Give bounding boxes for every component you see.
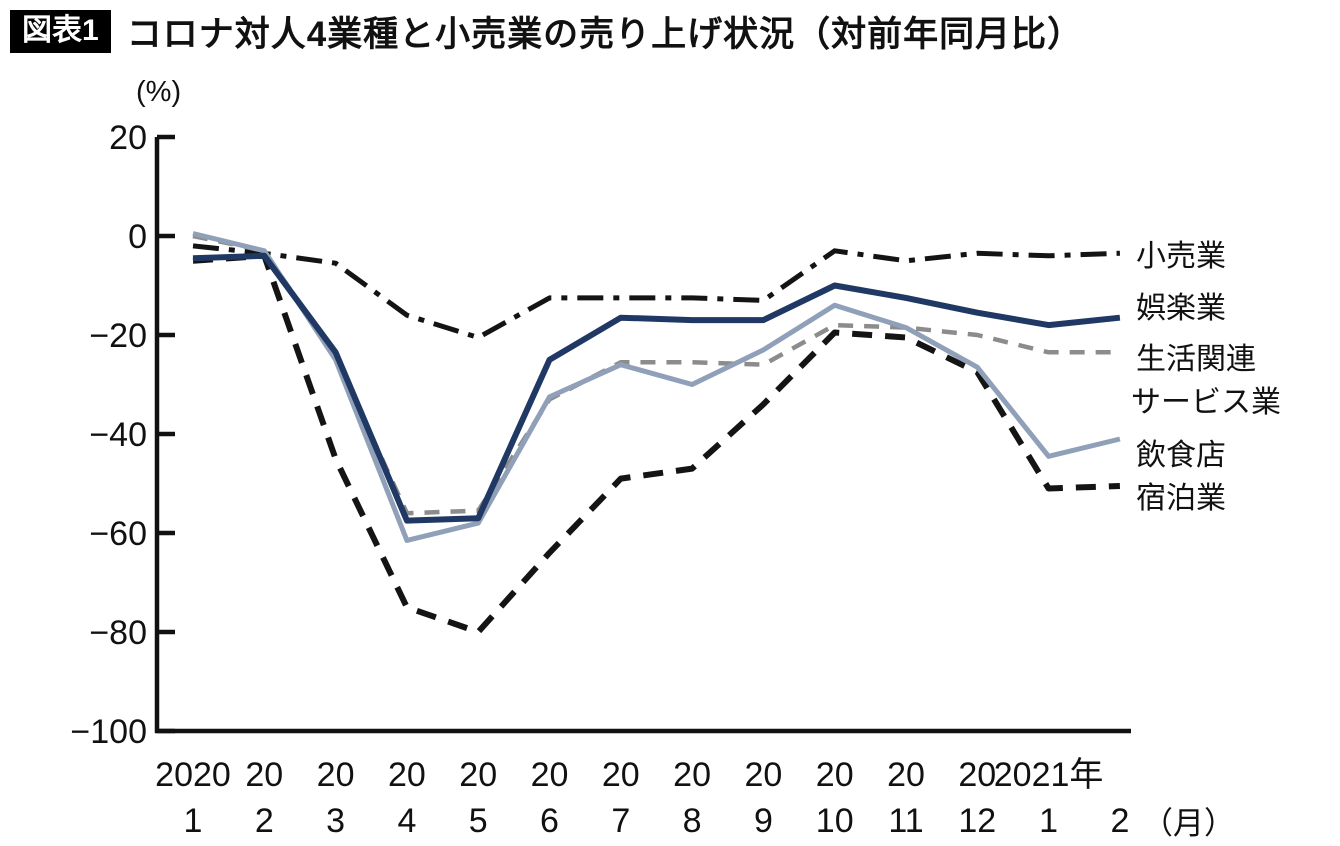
axis-frame	[154, 137, 1131, 734]
y-tick-label: −100	[70, 713, 147, 751]
x-year-label: 2021年	[994, 756, 1104, 794]
x-month-label: 4	[397, 802, 416, 840]
y-tick-label: −20	[89, 317, 147, 355]
x-year-label: 20	[744, 756, 782, 794]
legend-restaurants: 飲食店	[1136, 439, 1226, 472]
x-year-label: 20	[245, 756, 283, 794]
x-year-label: 20	[459, 756, 497, 794]
x-month-label: 10	[816, 802, 854, 840]
x-month-label: 11	[888, 802, 923, 840]
x-year-label: 20	[673, 756, 711, 794]
legend-lodging: 宿泊業	[1136, 482, 1226, 515]
x-year-label: 20	[887, 756, 925, 794]
series-line-4	[192, 231, 1121, 543]
x-year-label: 20	[388, 756, 426, 794]
y-tick-label: 20	[109, 119, 147, 157]
x-month-label: 3	[326, 802, 345, 840]
x-month-label: 9	[754, 802, 773, 840]
x-month-label: 2	[1110, 802, 1129, 840]
x-axis-unit-label: （月）	[1142, 806, 1235, 841]
legend-life-services-1: 生活関連	[1136, 343, 1256, 376]
series-line-1	[192, 243, 1120, 340]
x-year-label: 20	[816, 756, 854, 794]
x-month-label: 6	[540, 802, 559, 840]
x-month-label: 8	[683, 802, 702, 840]
x-month-label: 7	[611, 802, 630, 840]
y-axis-unit-label: (%)	[136, 76, 182, 108]
x-year-label: 2020	[155, 756, 231, 794]
x-year-label: 20	[602, 756, 640, 794]
x-month-label: 2	[255, 802, 274, 840]
legend-entertainment: 娯楽業	[1136, 292, 1226, 325]
x-month-label: 1	[184, 802, 203, 840]
x-year-label: 20	[531, 756, 569, 794]
y-tick-label: −60	[89, 515, 147, 553]
legend-retail: 小売業	[1136, 240, 1226, 273]
x-year-label: 20	[958, 756, 996, 794]
figure-title: コロナ対人4業種と小売業の売り上げ状況（対前年同月比）	[126, 15, 1084, 54]
x-month-label: 12	[958, 802, 996, 840]
series-line-5	[192, 252, 1121, 635]
y-tick-label: −40	[89, 416, 147, 454]
figure-header: 図表1 コロナ対人4業種と小売業の売り上げ状況（対前年同月比）	[10, 6, 1083, 57]
x-month-label: 1	[1039, 802, 1058, 840]
y-tick-label: 0	[128, 218, 147, 256]
y-tick-label: −80	[89, 614, 147, 652]
x-year-label: 20	[317, 756, 355, 794]
legend-life-services-2: サービス業	[1131, 386, 1281, 419]
x-month-label: 5	[469, 802, 488, 840]
figure-badge: 図表1	[10, 10, 111, 53]
series-line-2	[192, 252, 1121, 524]
